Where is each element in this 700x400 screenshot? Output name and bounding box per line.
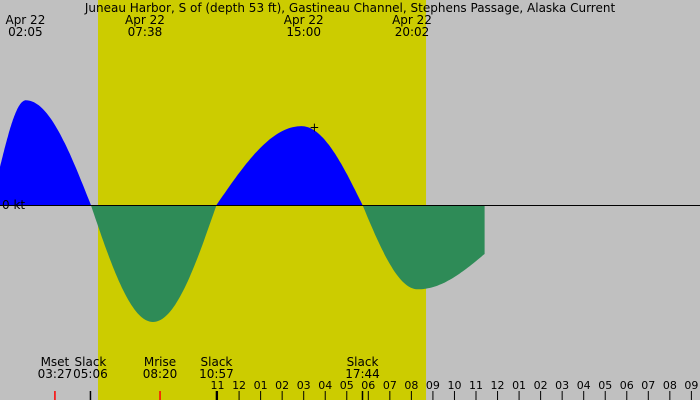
- hour-label-22: 08: [663, 379, 677, 392]
- hour-label-7: 05: [340, 379, 354, 392]
- bottom-label-time-3: 08:20: [143, 367, 178, 381]
- bottom-label-time-2: 05:06: [73, 367, 108, 381]
- zero-label: 0 kt: [2, 198, 25, 212]
- hour-label-21: 07: [641, 379, 655, 392]
- top-label-date-4: Apr 22: [392, 13, 432, 27]
- top-label-time-3: 15:00: [286, 25, 321, 39]
- hour-label-15: 01: [512, 379, 526, 392]
- top-label-time-2: 07:38: [128, 25, 163, 39]
- hour-label-4: 02: [275, 379, 289, 392]
- bottom-label-2: Slack: [75, 355, 107, 369]
- hour-label-10: 08: [404, 379, 418, 392]
- hour-label-1: 11: [211, 379, 225, 392]
- current-areas: [0, 100, 485, 322]
- hour-label-16: 02: [534, 379, 548, 392]
- ebb-area-4: [362, 205, 485, 290]
- hour-label-6: 04: [318, 379, 332, 392]
- hour-label-13: 11: [469, 379, 483, 392]
- hour-label-5: 03: [297, 379, 311, 392]
- top-label-time-1: 02:05: [8, 25, 43, 39]
- hour-label-2: 12: [232, 379, 246, 392]
- flood-area-1: [0, 100, 91, 205]
- hour-axis: 11 12 01 02 03 04 05 06 07 08 09 10 11 12 01 02 03 04 05 06…: [211, 379, 698, 400]
- bottom-label-time-4: 10:57: [199, 367, 234, 381]
- bottom-label-5: Slack: [347, 355, 379, 369]
- bottom-label-time-5: 17:44: [345, 367, 380, 381]
- flood-area-3: [216, 126, 363, 205]
- current-time-marker: +: [309, 120, 319, 134]
- top-label-date-1: Apr 22: [5, 13, 45, 27]
- ebb-area-2: [90, 205, 217, 322]
- hour-label-9: 07: [383, 379, 397, 392]
- hour-label-14: 12: [491, 379, 505, 392]
- bottom-label-1: Mset: [41, 355, 70, 369]
- top-label-date-2: Apr 22: [125, 13, 165, 27]
- chart-title: Juneau Harbor, S of (depth 53 ft), Gasti…: [84, 1, 616, 15]
- hour-label-12: 10: [447, 379, 461, 392]
- top-label-date-3: Apr 22: [284, 13, 324, 27]
- bottom-labels: Mset03:27Slack05:06Mrise08:20Slack10:57S…: [38, 355, 380, 400]
- bottom-label-3: Mrise: [144, 355, 176, 369]
- hour-label-17: 03: [555, 379, 569, 392]
- hour-label-18: 04: [577, 379, 591, 392]
- hour-label-20: 06: [620, 379, 634, 392]
- hour-label-8: 06: [361, 379, 375, 392]
- bottom-label-4: Slack: [201, 355, 233, 369]
- hour-label-11: 09: [426, 379, 440, 392]
- bottom-label-time-1: 03:27: [38, 367, 73, 381]
- hour-label-19: 05: [598, 379, 612, 392]
- hour-label-3: 01: [254, 379, 268, 392]
- top-label-time-4: 20:02: [395, 25, 430, 39]
- hour-label-23: 09: [684, 379, 698, 392]
